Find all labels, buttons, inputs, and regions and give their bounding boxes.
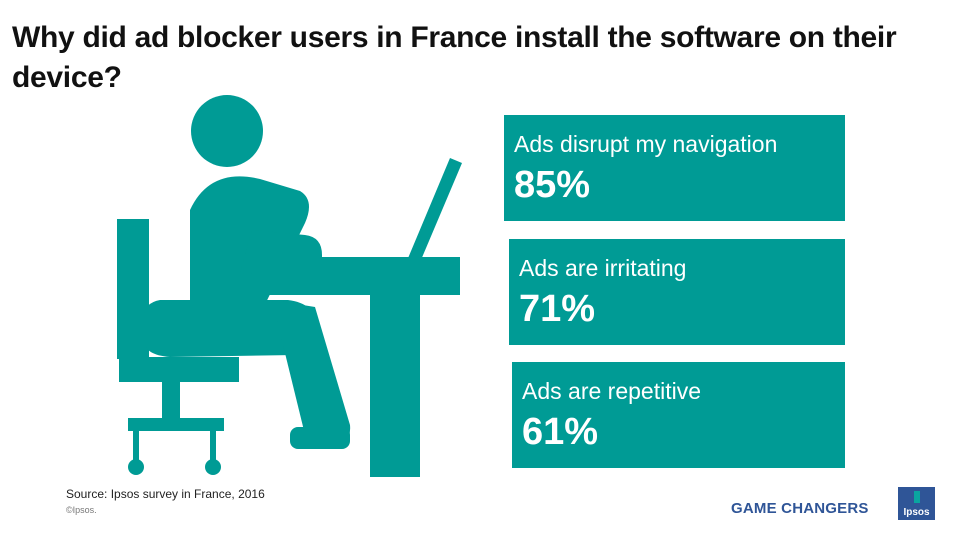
person-at-desk-icon — [117, 95, 462, 477]
stat-value: 71% — [519, 288, 596, 330]
ipsos-logo: Ipsos — [898, 487, 935, 520]
game-changers-tagline: GAME CHANGERS — [731, 500, 869, 517]
stat-label: Ads are irritating — [519, 255, 687, 281]
page-title: Why did ad blocker users in France insta… — [12, 21, 897, 94]
stat-box-repetitive: Ads are repetitive 61% — [512, 362, 845, 468]
stat-value: 61% — [522, 411, 599, 453]
copyright-note: ©Ipsos. — [66, 505, 97, 515]
ipsos-logo-text: Ipsos — [903, 507, 930, 518]
stat-label: Ads are repetitive — [522, 378, 701, 404]
stat-label: Ads disrupt my navigation — [514, 131, 778, 157]
stat-box-irritating: Ads are irritating 71% — [509, 239, 845, 345]
stat-value: 85% — [514, 164, 591, 206]
source-note: Source: Ipsos survey in France, 2016 — [66, 487, 265, 501]
stat-box-navigation: Ads disrupt my navigation 85% — [504, 115, 845, 221]
